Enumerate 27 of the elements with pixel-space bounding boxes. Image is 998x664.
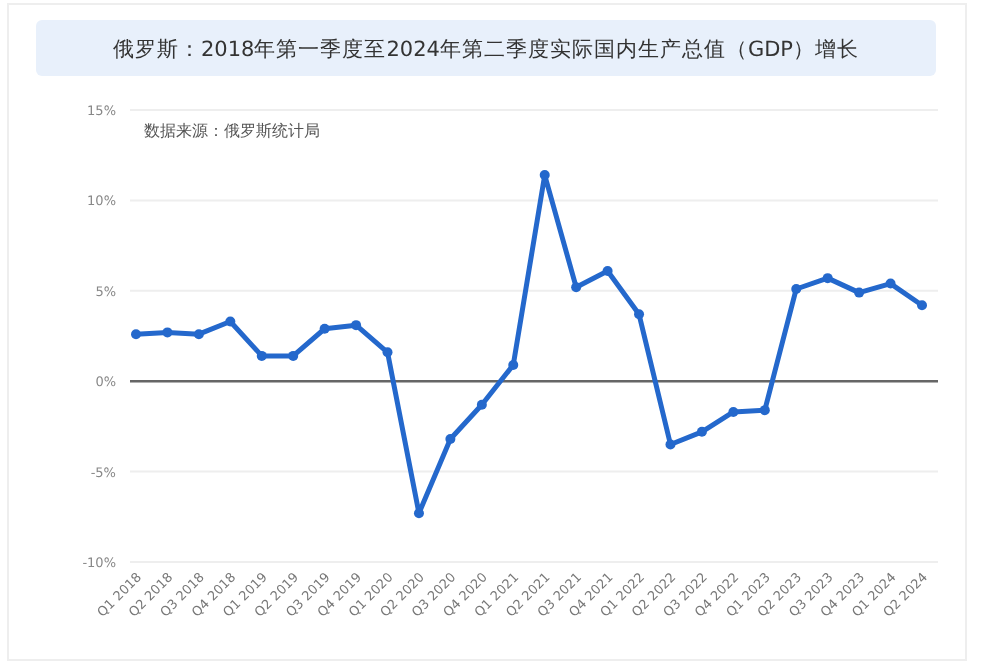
point xyxy=(728,406,739,417)
point xyxy=(696,426,707,437)
point xyxy=(131,329,141,340)
annotation: 数据来源：俄罗斯统计局 xyxy=(144,122,320,140)
point xyxy=(319,323,330,334)
point xyxy=(476,399,487,410)
point xyxy=(351,320,362,331)
point xyxy=(759,405,770,416)
point xyxy=(413,508,424,519)
point xyxy=(382,347,393,358)
point xyxy=(822,273,833,284)
point xyxy=(854,287,865,298)
point xyxy=(256,350,267,361)
point xyxy=(193,329,204,340)
point xyxy=(634,309,645,320)
point xyxy=(508,359,519,370)
point xyxy=(917,300,927,311)
point xyxy=(445,434,456,445)
point xyxy=(288,350,299,361)
chart-title: 俄罗斯：2018年第一季度至2024年第二季度实际国内生产总值（GDP）增长 xyxy=(113,36,859,62)
point xyxy=(602,265,613,276)
point xyxy=(571,282,582,293)
point xyxy=(885,278,896,289)
point xyxy=(225,316,236,327)
point xyxy=(162,327,173,338)
point xyxy=(791,283,802,294)
point xyxy=(665,439,676,450)
